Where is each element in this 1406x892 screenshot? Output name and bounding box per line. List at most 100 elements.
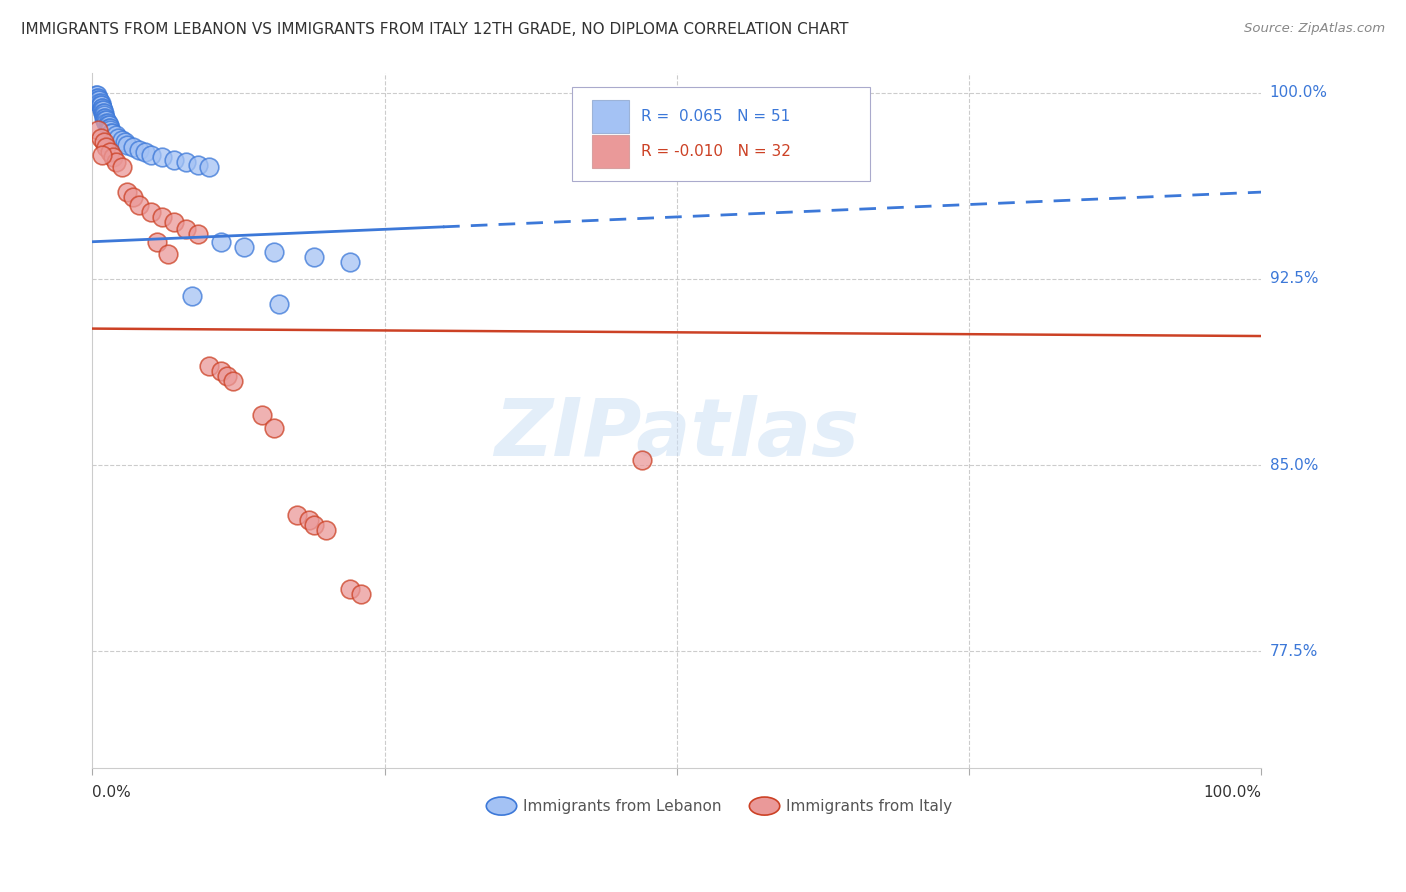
Point	[174, 222, 197, 236]
Point	[96, 115, 118, 129]
Point	[134, 145, 156, 160]
Point	[297, 513, 319, 527]
Point	[98, 123, 121, 137]
Point	[339, 582, 361, 597]
Point	[96, 113, 118, 128]
Point	[93, 108, 115, 122]
Point	[122, 190, 145, 204]
Point	[90, 148, 112, 162]
Point	[163, 153, 186, 167]
Point	[215, 368, 238, 383]
Point	[89, 95, 111, 110]
Point	[180, 289, 202, 303]
Point	[86, 91, 108, 105]
Point	[269, 297, 291, 311]
Point	[152, 210, 174, 224]
Point	[122, 140, 145, 154]
Point	[98, 145, 121, 160]
Point	[263, 244, 285, 259]
Point	[630, 453, 652, 467]
Text: 85.0%: 85.0%	[1270, 458, 1317, 473]
Point	[117, 137, 139, 152]
Point	[93, 136, 115, 150]
Text: 100.0%: 100.0%	[1270, 86, 1327, 100]
Text: 100.0%: 100.0%	[1204, 785, 1261, 800]
Point	[96, 118, 118, 132]
Text: Source: ZipAtlas.com: Source: ZipAtlas.com	[1244, 22, 1385, 36]
Point	[101, 126, 124, 140]
Point	[104, 155, 127, 169]
Text: R = -0.010   N = 32: R = -0.010 N = 32	[641, 144, 790, 159]
Point	[96, 140, 118, 154]
Bar	[592, 135, 628, 169]
Point	[128, 143, 150, 157]
Point	[84, 88, 107, 103]
Point	[90, 101, 112, 115]
Point	[350, 587, 373, 601]
Bar	[592, 100, 628, 134]
Point	[87, 123, 110, 137]
Point	[117, 185, 139, 199]
Text: 92.5%: 92.5%	[1270, 271, 1319, 286]
Point	[97, 118, 120, 132]
Point	[87, 93, 110, 107]
Point	[304, 250, 326, 264]
Point	[103, 150, 125, 164]
Point	[110, 133, 132, 147]
Point	[304, 517, 326, 532]
Circle shape	[486, 797, 516, 815]
Point	[128, 197, 150, 211]
Point	[98, 120, 121, 135]
Point	[100, 126, 122, 140]
Point	[163, 215, 186, 229]
Point	[96, 115, 118, 129]
Point	[89, 98, 111, 112]
Point	[97, 120, 120, 135]
Point	[139, 148, 162, 162]
Circle shape	[749, 797, 780, 815]
Point	[157, 247, 180, 261]
Point	[90, 101, 112, 115]
Point	[89, 95, 111, 110]
Text: Immigrants from Lebanon: Immigrants from Lebanon	[523, 798, 721, 814]
Point	[339, 254, 361, 268]
Text: IMMIGRANTS FROM LEBANON VS IMMIGRANTS FROM ITALY 12TH GRADE, NO DIPLOMA CORRELAT: IMMIGRANTS FROM LEBANON VS IMMIGRANTS FR…	[21, 22, 849, 37]
Point	[114, 136, 136, 150]
Point	[86, 88, 108, 103]
Text: Immigrants from Italy: Immigrants from Italy	[786, 798, 952, 814]
Point	[209, 235, 232, 249]
Text: 0.0%: 0.0%	[93, 785, 131, 800]
Point	[174, 155, 197, 169]
Point	[187, 227, 209, 242]
Point	[209, 364, 232, 378]
Text: 77.5%: 77.5%	[1270, 644, 1317, 658]
Point	[198, 161, 221, 175]
Point	[198, 359, 221, 373]
Point	[187, 158, 209, 172]
Point	[91, 103, 114, 118]
Point	[104, 128, 127, 142]
Point	[145, 235, 167, 249]
Point	[221, 374, 243, 388]
Point	[89, 98, 111, 112]
Point	[139, 205, 162, 219]
Point	[250, 409, 273, 423]
Point	[93, 105, 115, 120]
Point	[87, 91, 110, 105]
Point	[315, 523, 337, 537]
Point	[233, 240, 256, 254]
Text: R =  0.065   N = 51: R = 0.065 N = 51	[641, 109, 790, 124]
Point	[93, 111, 115, 125]
Point	[110, 161, 132, 175]
Point	[94, 111, 117, 125]
FancyBboxPatch shape	[572, 87, 870, 181]
Point	[94, 113, 117, 128]
Point	[89, 93, 111, 107]
Text: ZIPatlas: ZIPatlas	[495, 395, 859, 474]
Point	[107, 130, 129, 145]
Point	[152, 150, 174, 164]
Point	[91, 105, 114, 120]
Point	[90, 103, 112, 118]
Point	[89, 130, 111, 145]
Point	[285, 508, 308, 522]
